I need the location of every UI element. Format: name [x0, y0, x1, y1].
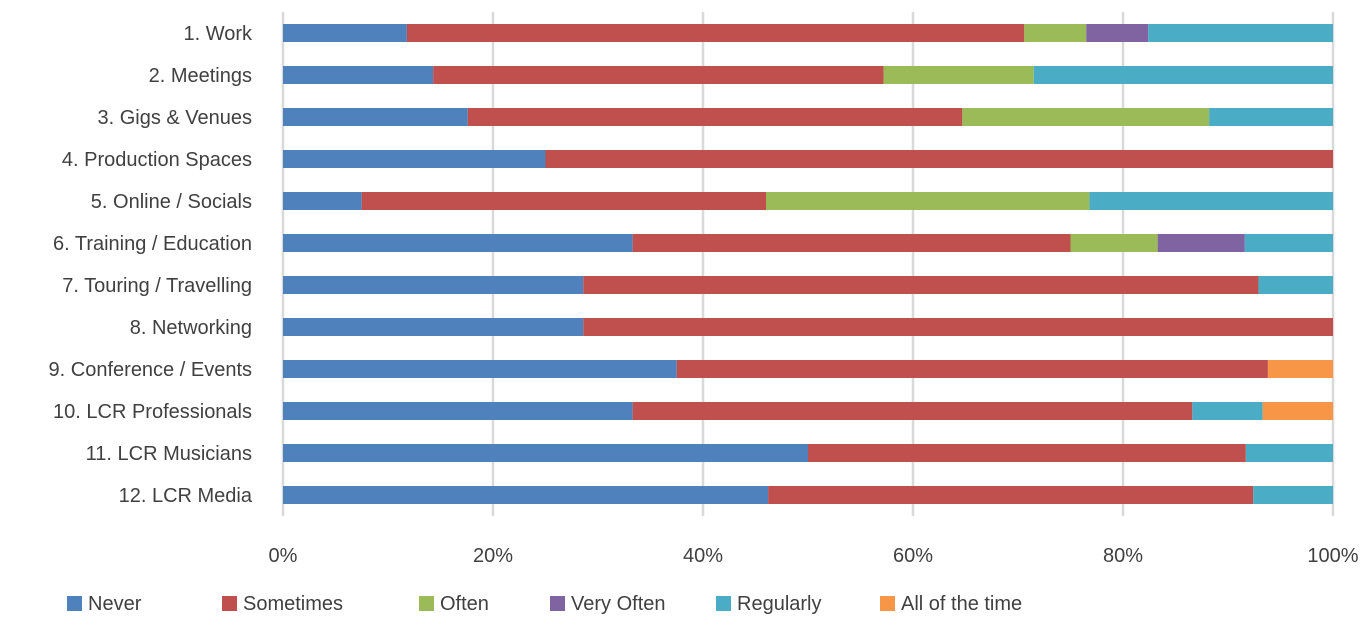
bar-segment [283, 234, 633, 252]
bar-segment [283, 444, 808, 462]
x-tick-label: 40% [683, 545, 723, 567]
legend-swatch [222, 596, 237, 611]
bar-segment [1086, 24, 1149, 42]
category-label: 2. Meetings [149, 65, 252, 87]
category-label: 1. Work [183, 23, 253, 45]
bar-segment [1033, 66, 1333, 84]
x-axis: 0% 20% 40% 60% 80% 100% [269, 545, 1359, 567]
bar-segment [583, 276, 1259, 294]
bar-segment [1157, 234, 1245, 252]
bar-segment [1024, 24, 1087, 42]
legend-swatch [419, 596, 434, 611]
legend-swatch [550, 596, 565, 611]
bar-segment [283, 360, 677, 378]
bar-segment [808, 444, 1246, 462]
category-label: 11. LCR Musicians [86, 443, 252, 465]
category-label: 5. Online / Socials [91, 191, 252, 213]
bar-segment [1262, 402, 1333, 420]
bar-segment [1089, 192, 1333, 210]
x-tick-label: 80% [1103, 545, 1143, 567]
legend-swatch [880, 596, 895, 611]
bar-segment [467, 108, 963, 126]
legend-swatch [67, 596, 82, 611]
bar-segment [1192, 402, 1263, 420]
legend-label: Never [88, 593, 142, 615]
bar-segment [1267, 360, 1333, 378]
bar-segment [676, 360, 1268, 378]
bar-segment [632, 402, 1193, 420]
bar-segment [1258, 276, 1333, 294]
bar-segment [766, 192, 1090, 210]
legend: Never Sometimes Often Very Often Regularly Al… [67, 593, 1022, 615]
bar-segment [283, 276, 584, 294]
bar-segment [1209, 108, 1333, 126]
category-label: 9. Conference / Events [49, 359, 252, 381]
x-tick-label: 20% [473, 545, 513, 567]
bar-segment [962, 108, 1210, 126]
x-tick-label: 100% [1307, 545, 1358, 567]
bar-segment [632, 234, 1071, 252]
bar-segment [283, 192, 362, 210]
bar-segment [1253, 486, 1333, 504]
bar-segment [583, 318, 1333, 336]
bar-segment [406, 24, 1025, 42]
bars [283, 24, 1333, 504]
category-label: 4. Production Spaces [62, 149, 252, 171]
bar-segment [283, 318, 584, 336]
legend-label: Sometimes [243, 593, 343, 615]
bar-segment [883, 66, 1034, 84]
legend-label: Very Often [571, 593, 666, 615]
category-label: 12. LCR Media [119, 485, 253, 507]
bar-segment [1070, 234, 1158, 252]
gridlines [281, 12, 1335, 516]
y-axis: 1. Work 2. Meetings 3. Gigs & Venues 4. Pro… [49, 23, 253, 507]
category-label: 6. Training / Education [53, 233, 252, 255]
legend-label: Regularly [737, 593, 821, 615]
bar-segment [283, 486, 769, 504]
legend-label: All of the time [901, 593, 1022, 615]
bar-segment [283, 150, 546, 168]
category-label: 7. Touring / Travelling [62, 275, 252, 297]
bar-segment [545, 150, 1333, 168]
x-tick-label: 60% [893, 545, 933, 567]
bar-segment [1245, 444, 1333, 462]
bar-segment [768, 486, 1254, 504]
category-label: 8. Networking [130, 317, 252, 339]
x-tick-label: 0% [269, 545, 298, 567]
bar-segment [433, 66, 884, 84]
bar-segment [283, 66, 434, 84]
legend-label: Often [440, 593, 489, 615]
bar-segment [283, 108, 468, 126]
category-label: 3. Gigs & Venues [97, 107, 252, 129]
bar-segment [283, 402, 633, 420]
bar-segment [1244, 234, 1333, 252]
bar-segment [283, 24, 407, 42]
legend-swatch [716, 596, 731, 611]
bar-segment [361, 192, 766, 210]
bar-segment [1148, 24, 1333, 42]
category-label: 10. LCR Professionals [53, 401, 252, 423]
